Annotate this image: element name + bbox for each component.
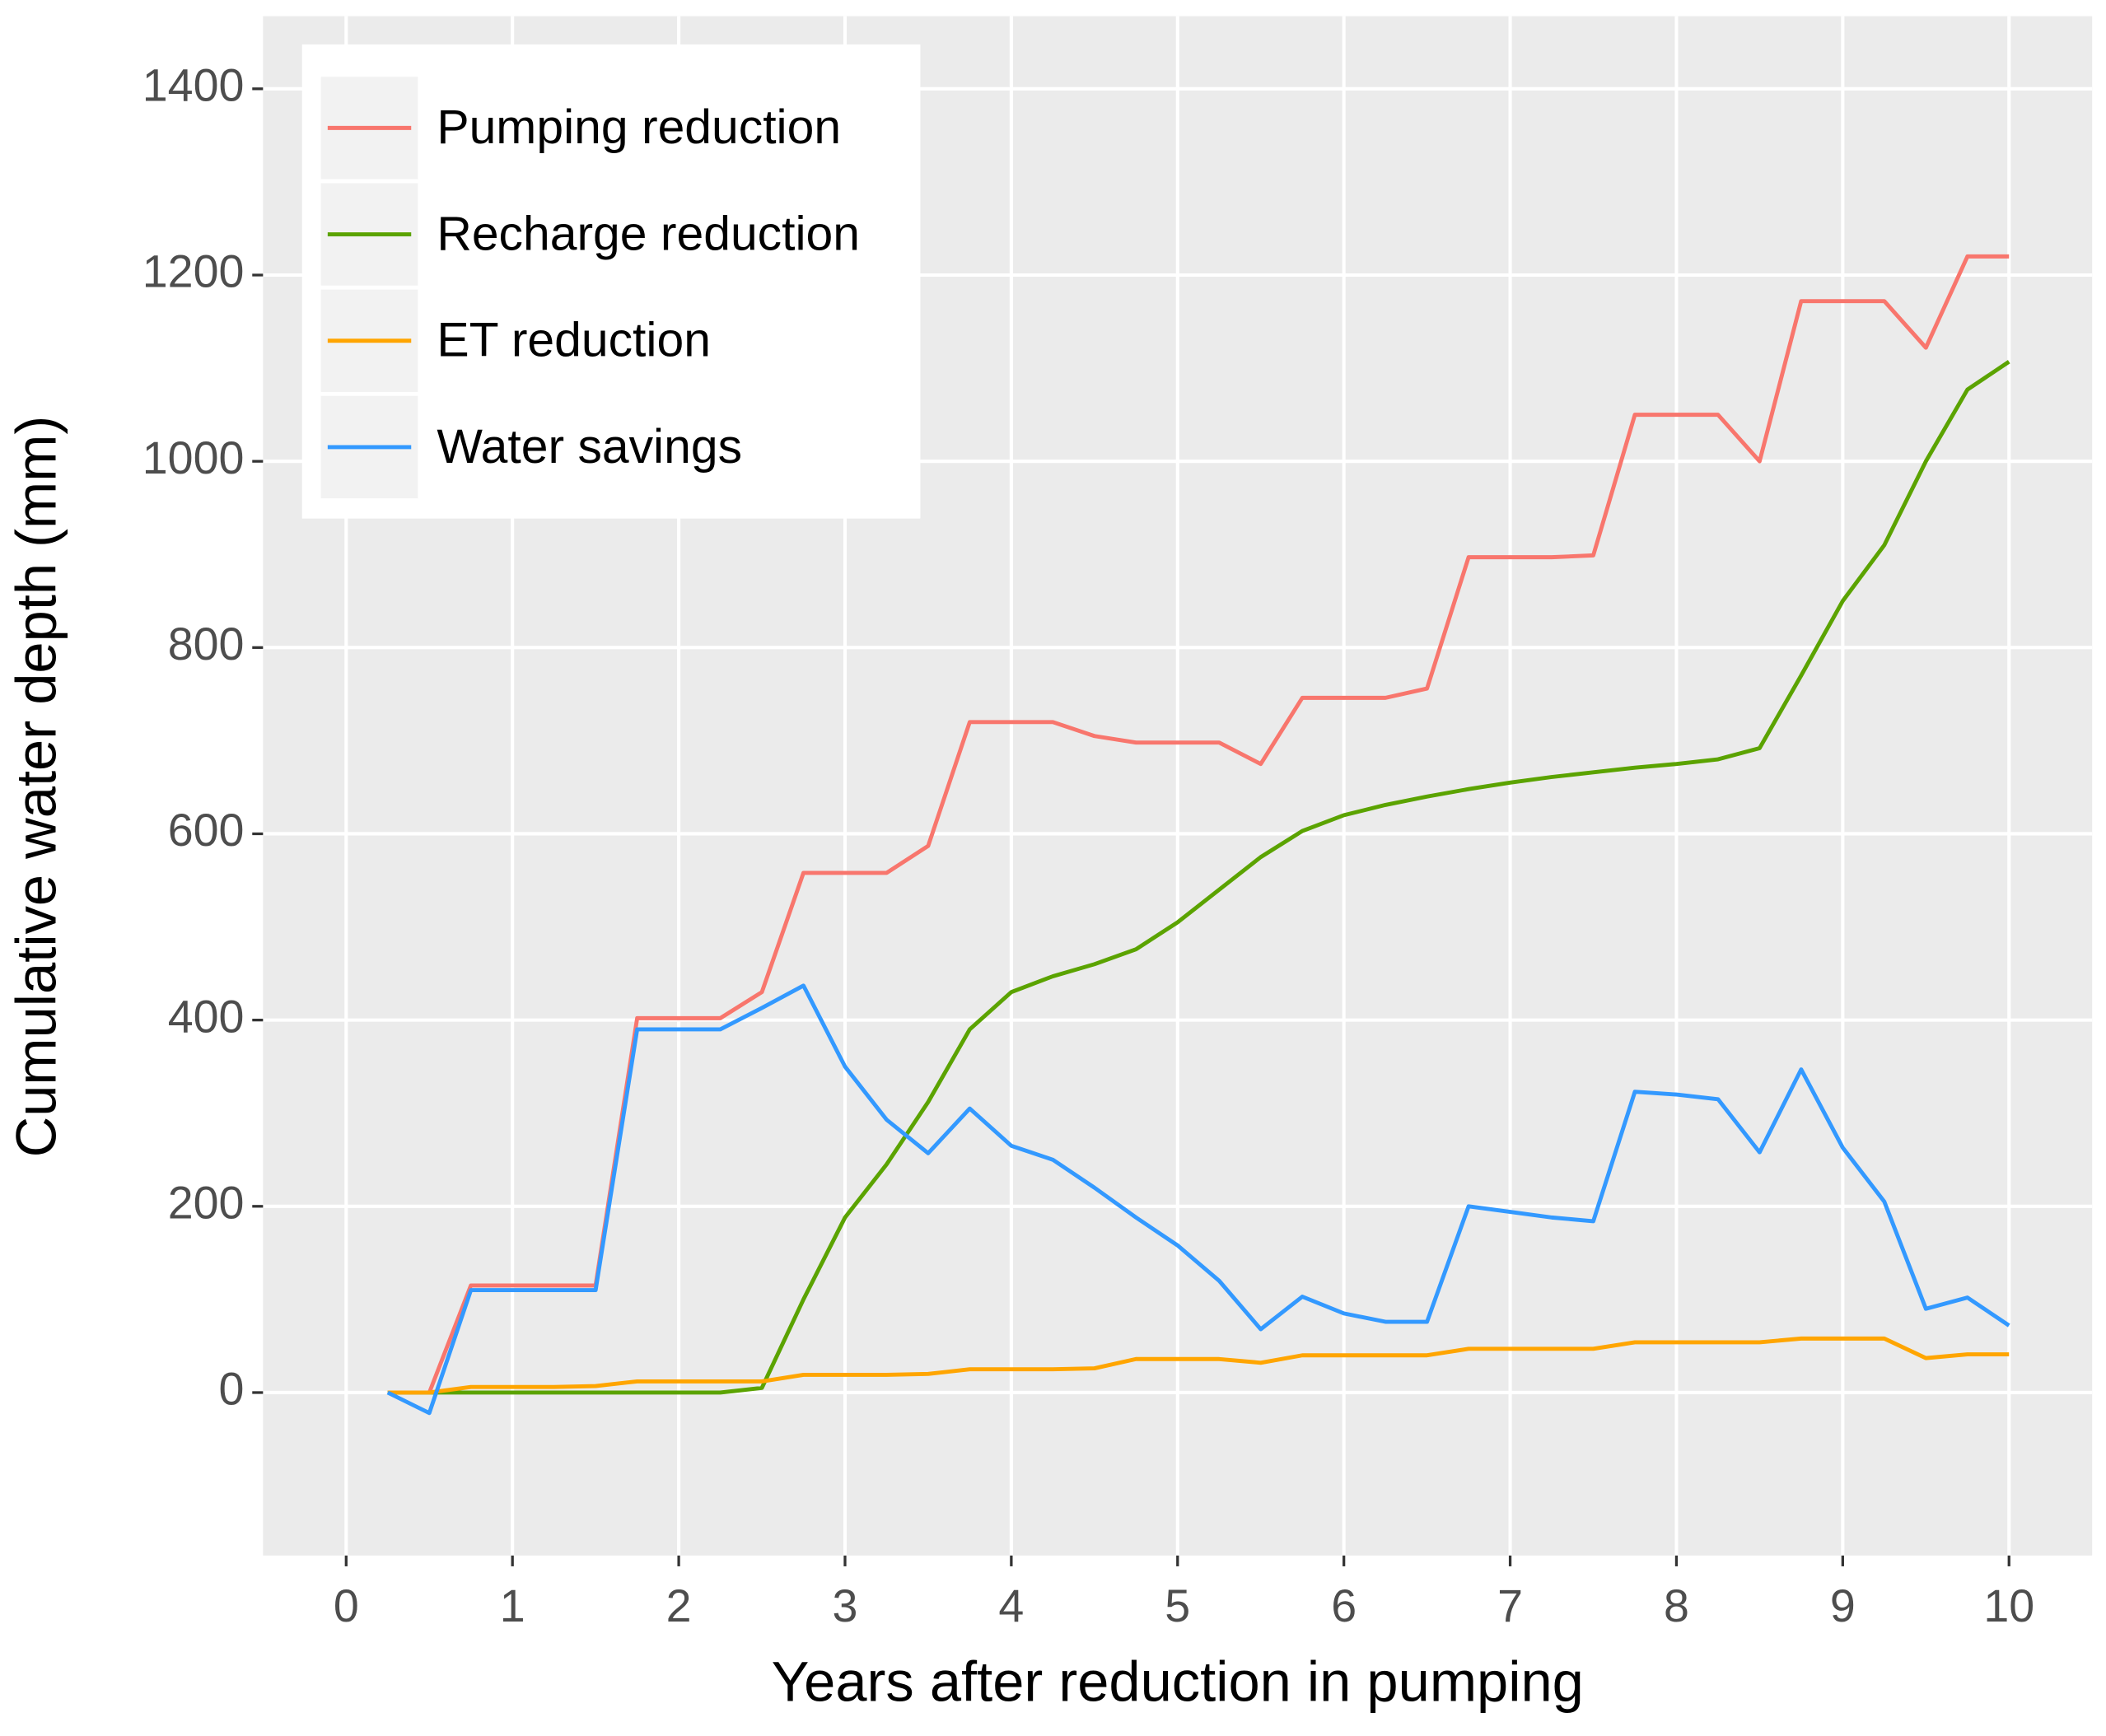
x-tick-label: 3 bbox=[833, 1580, 858, 1631]
x-tick-label: 7 bbox=[1497, 1580, 1523, 1631]
x-tick-label: 10 bbox=[1983, 1580, 2034, 1631]
y-tick-label: 200 bbox=[168, 1177, 245, 1228]
x-tick-label: 6 bbox=[1331, 1580, 1357, 1631]
x-tick-label: 9 bbox=[1830, 1580, 1856, 1631]
y-tick-label: 1400 bbox=[142, 60, 245, 111]
x-tick-label: 0 bbox=[334, 1580, 359, 1631]
legend-label: ET reduction bbox=[437, 314, 711, 367]
x-tick-label: 2 bbox=[666, 1580, 692, 1631]
x-tick-label: 1 bbox=[500, 1580, 525, 1631]
series-line bbox=[387, 1336, 2010, 1395]
y-tick-label: 0 bbox=[219, 1364, 245, 1415]
lines bbox=[386, 254, 2010, 1416]
y-tick-label: 600 bbox=[168, 805, 245, 856]
legend-label: Recharge reduction bbox=[437, 207, 860, 260]
legend-label: Water savings bbox=[437, 420, 742, 474]
series-line bbox=[386, 983, 2010, 1416]
axes: 0 200 400 600 800 1000 1200 1400 0 1 2 3 4 5 6 7 8 9 10 bbox=[142, 60, 2034, 1631]
x-tick-label: 8 bbox=[1664, 1580, 1689, 1631]
y-tick-label: 800 bbox=[168, 618, 245, 670]
y-tick-label: 400 bbox=[168, 991, 245, 1042]
legend: Pumping reduction Recharge reduction ET re… bbox=[301, 44, 921, 519]
series-line bbox=[387, 360, 2010, 1395]
x-tick-label: 5 bbox=[1165, 1580, 1190, 1631]
legend-label: Pumping reduction bbox=[437, 100, 841, 154]
y-axis-title: Cumulative water depth (mm) bbox=[5, 416, 68, 1158]
series-line bbox=[387, 254, 2010, 1395]
y-tick-label: 1200 bbox=[142, 246, 245, 297]
y-tick-label: 1000 bbox=[142, 432, 245, 483]
x-tick-label: 4 bbox=[998, 1580, 1024, 1631]
x-axis-title: Years after reduction in pumping bbox=[772, 1650, 1584, 1714]
